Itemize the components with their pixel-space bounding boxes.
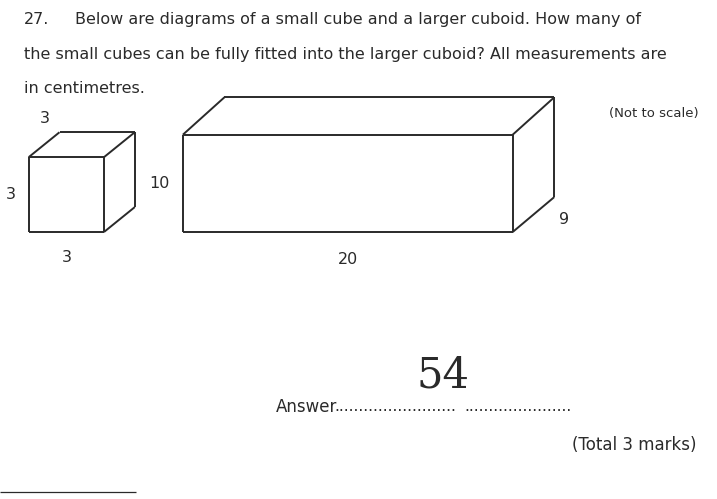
Text: 54: 54 bbox=[417, 355, 470, 397]
Text: .........................: ......................... bbox=[334, 399, 456, 414]
Text: in centimetres.: in centimetres. bbox=[24, 81, 145, 96]
Text: 20: 20 bbox=[338, 252, 358, 267]
Text: 3: 3 bbox=[62, 250, 71, 264]
Text: 10: 10 bbox=[150, 176, 170, 191]
Text: Answer: Answer bbox=[276, 398, 338, 416]
Text: (Total 3 marks): (Total 3 marks) bbox=[572, 436, 697, 454]
Text: 3: 3 bbox=[40, 111, 50, 126]
Text: 27.: 27. bbox=[24, 12, 49, 27]
Text: 3: 3 bbox=[6, 187, 16, 202]
Text: (Not to scale): (Not to scale) bbox=[609, 107, 699, 120]
Text: ......................: ...................... bbox=[465, 399, 572, 414]
Text: the small cubes can be fully fitted into the larger cuboid? All measurements are: the small cubes can be fully fitted into… bbox=[24, 47, 666, 62]
Text: Below are diagrams of a small cube and a larger cuboid. How many of: Below are diagrams of a small cube and a… bbox=[75, 12, 641, 27]
Text: 9: 9 bbox=[559, 212, 569, 227]
